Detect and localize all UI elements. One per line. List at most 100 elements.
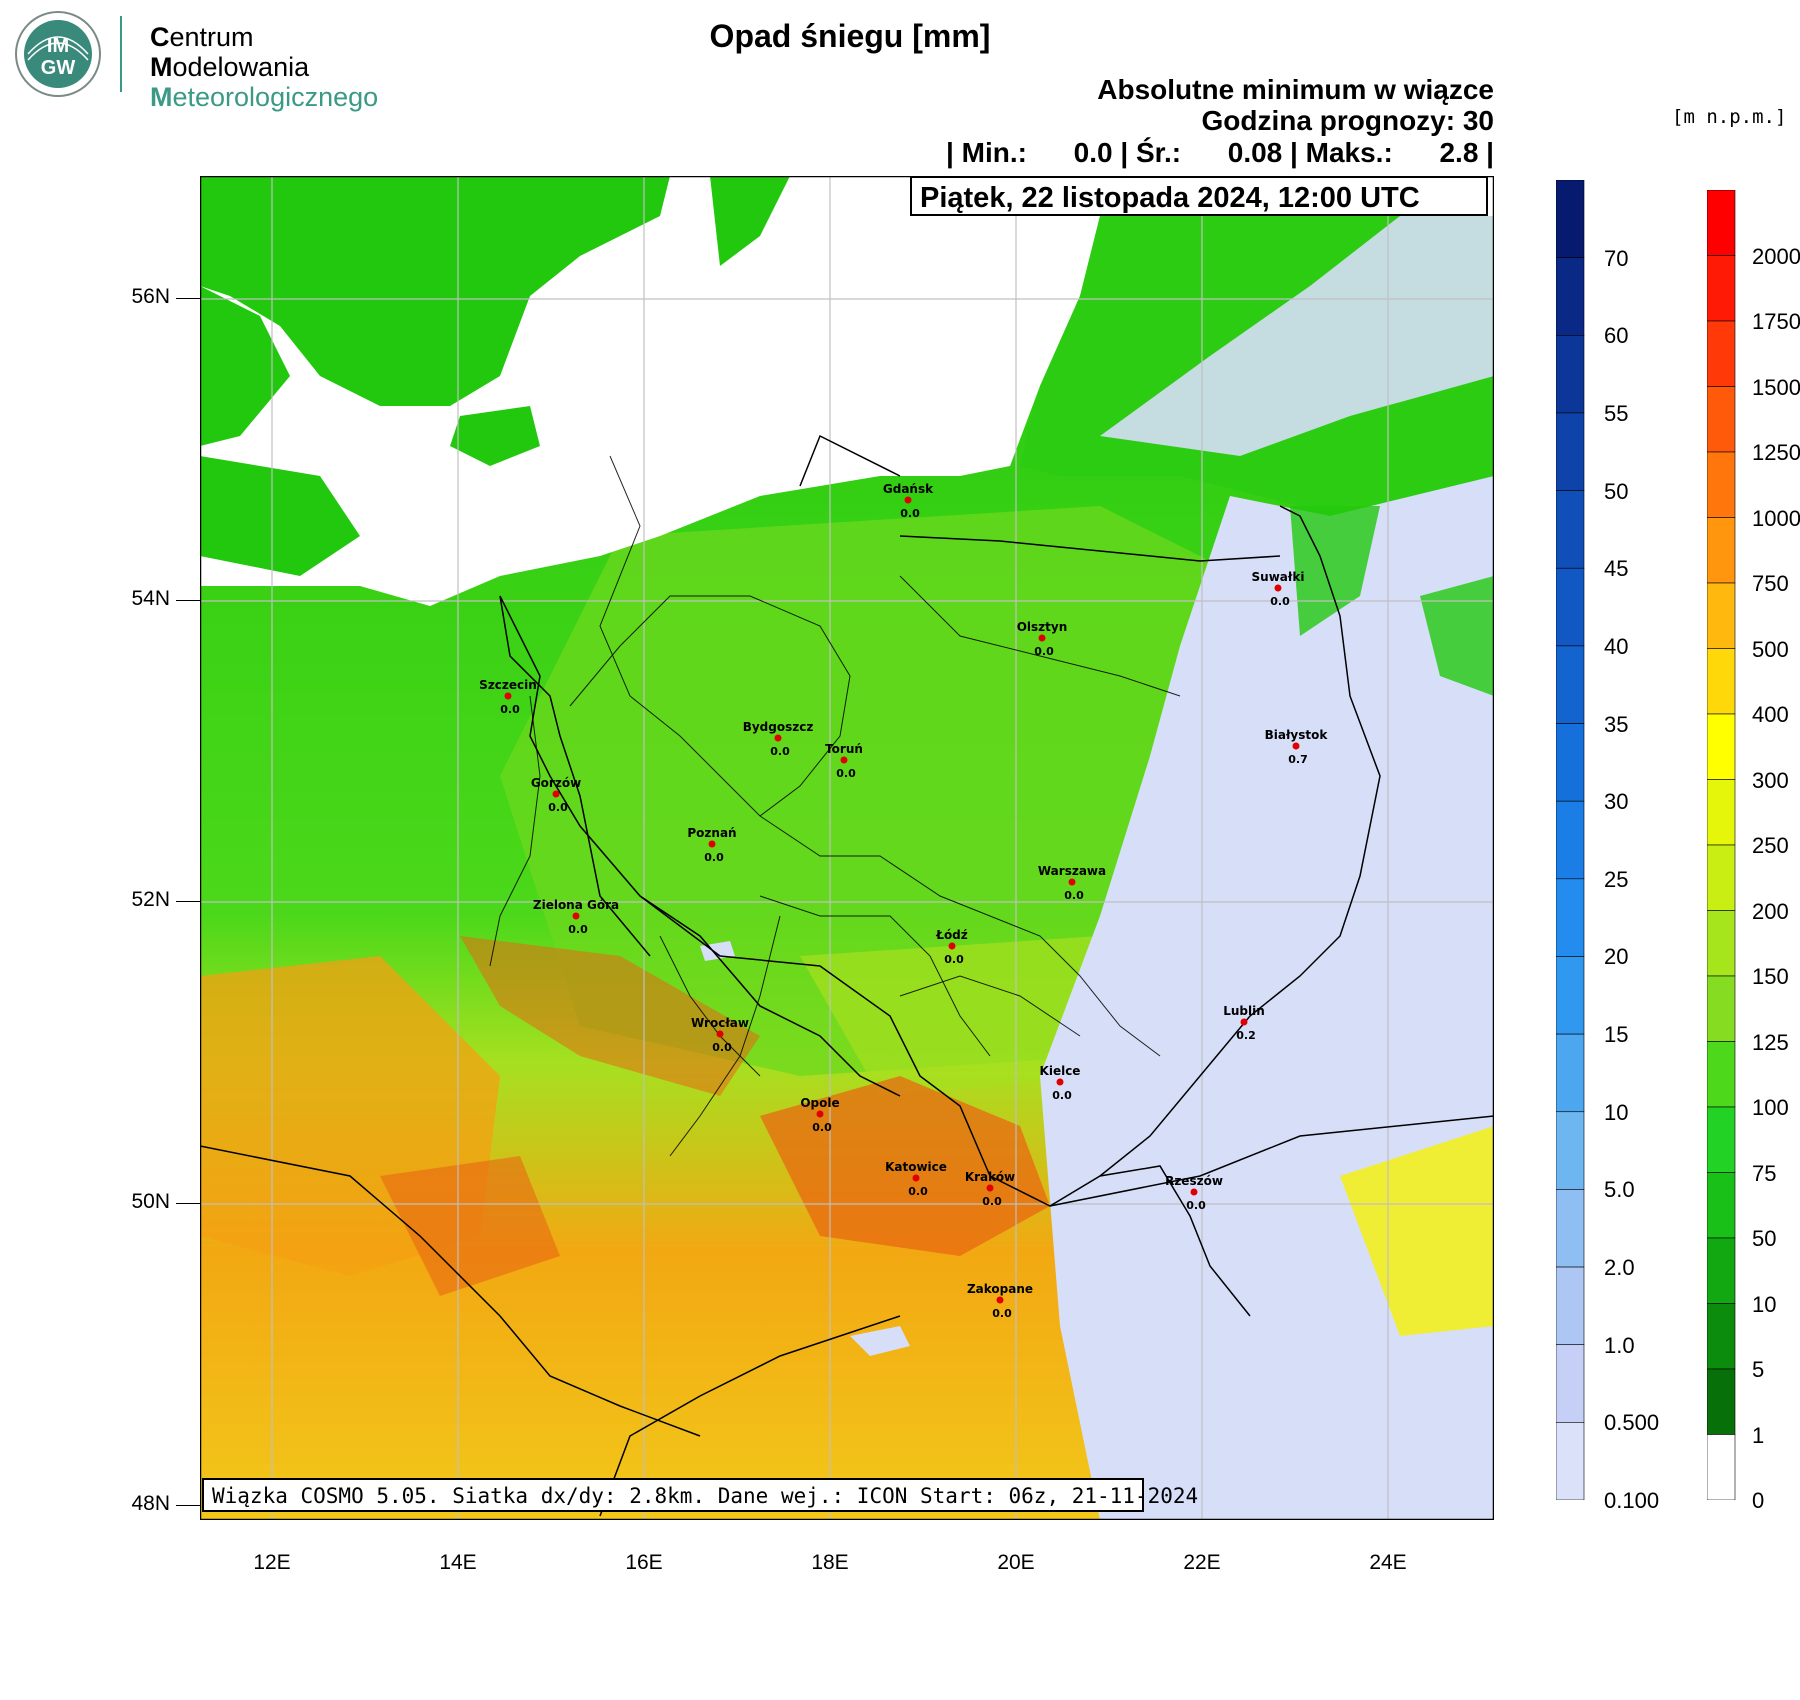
- city-snow-value: 0.0: [992, 1307, 1012, 1320]
- country-borders: [200, 434, 1494, 1517]
- city-marker: Zakopane 0.0: [967, 1282, 1033, 1320]
- city-snow-value: 0.0: [1186, 1199, 1206, 1212]
- city-dot: [552, 790, 560, 798]
- city-snow-value: 0.0: [982, 1195, 1002, 1208]
- city-marker: Kielce 0.0: [1040, 1064, 1081, 1102]
- lon-label-20e: 20E: [997, 1551, 1035, 1574]
- city-snow-value: 0.0: [836, 767, 856, 780]
- colorbar-swatch: [1556, 1189, 1585, 1268]
- city-marker: Olsztyn 0.0: [1017, 620, 1068, 658]
- colorbar-swatch: [1556, 1111, 1585, 1190]
- colorbar-swatch: [1707, 1106, 1736, 1173]
- city-name: Zielona Góra: [533, 898, 619, 912]
- lat-tick: [176, 1203, 200, 1204]
- city-snow-value: 0.0: [1270, 595, 1290, 608]
- colorbar-label: 70: [1604, 245, 1629, 271]
- snow-map: Gdańsk 0.0 Suwałki 0.0 Olsztyn 0.0 Szczecin 0.0…: [200, 176, 1494, 1520]
- colorbar-label: 75: [1752, 1160, 1777, 1186]
- colorbar-swatch: [1556, 878, 1585, 957]
- lon-label-16e: 16E: [625, 1551, 663, 1574]
- city-snow-value: 0.0: [568, 923, 588, 936]
- city-name: Lublin: [1223, 1004, 1265, 1018]
- city-snow-value: 0.0: [500, 703, 520, 716]
- voivodeship-borders: [489, 455, 1181, 1157]
- city-snow-value: 0.0: [712, 1041, 732, 1054]
- colorbar-swatch: [1707, 844, 1736, 911]
- city-marker: Wrocław 0.0: [691, 1016, 749, 1054]
- city-marker: Łódź 0.0: [935, 928, 968, 966]
- svg-text:GW: GW: [41, 57, 76, 79]
- colorbar-label: 10: [1604, 1099, 1629, 1125]
- city-snow-value: 0.0: [770, 745, 790, 758]
- city-marker: Lublin 0.2: [1223, 1004, 1265, 1042]
- colorbar-swatch: [1707, 1041, 1736, 1108]
- lat-label-50n: 50N: [131, 1190, 170, 1213]
- colorbar-label: 45: [1604, 556, 1629, 582]
- city-dot: [912, 1174, 920, 1182]
- city-layer: Gdańsk 0.0 Suwałki 0.0 Olsztyn 0.0 Szczecin 0.0…: [479, 482, 1328, 1320]
- city-marker: Toruń 0.0: [825, 742, 863, 780]
- colorbar-swatch: [1707, 713, 1736, 780]
- city-name: Wrocław: [691, 1016, 749, 1030]
- city-marker: Szczecin 0.0: [479, 678, 537, 716]
- city-name: Gorzów: [531, 776, 581, 790]
- colorbar-label: 60: [1604, 323, 1629, 349]
- colorbar-label: 50: [1604, 478, 1629, 504]
- city-snow-value: 0.0: [1064, 889, 1084, 902]
- city-name: Kraków: [965, 1170, 1015, 1184]
- colorbar-swatch: [1707, 517, 1736, 584]
- city-name: Bydgoszcz: [743, 720, 814, 734]
- colorbar-label: 500: [1752, 636, 1789, 662]
- colorbar-label: 2000: [1752, 243, 1800, 269]
- elevation-colorbar: [1707, 190, 1736, 1500]
- city-dot: [1038, 634, 1046, 642]
- colorbar-label: 750: [1752, 571, 1789, 596]
- colorbar-swatch: [1707, 190, 1736, 256]
- colorbar-label: 200: [1752, 898, 1789, 924]
- model-info-box: Wiązka COSMO 5.05. Siatka dx/dy: 2.8km. …: [202, 1478, 1198, 1512]
- city-marker: Białystok 0.7: [1265, 728, 1329, 766]
- city-dot: [774, 734, 782, 742]
- colorbar-label: 35: [1604, 711, 1629, 737]
- colorbar-label: 25: [1604, 866, 1629, 892]
- logo-initial-c: C: [150, 22, 170, 52]
- colorbar-swatch: [1556, 1033, 1585, 1113]
- lat-tick: [176, 600, 200, 601]
- lat-tick: [176, 298, 200, 299]
- colorbar-swatch: [1707, 582, 1736, 649]
- city-dot: [904, 496, 912, 504]
- subtitle-ensemble: Absolutne minimum w wiązce: [1097, 74, 1494, 105]
- city-dot: [572, 912, 580, 920]
- colorbar-label: 400: [1752, 702, 1789, 727]
- colorbar-label: 250: [1752, 833, 1789, 858]
- svg-text:IM: IM: [47, 35, 69, 57]
- city-name: Zakopane: [967, 1282, 1033, 1296]
- colorbar-swatch: [1707, 255, 1736, 322]
- city-name: Opole: [800, 1096, 839, 1110]
- colorbar-label: 1.0: [1604, 1332, 1635, 1358]
- colorbar-swatch: [1556, 257, 1585, 336]
- city-marker: Zielona Góra 0.0: [533, 898, 619, 936]
- map-grid: [200, 176, 1494, 1520]
- colorbar-label: 0.100: [1604, 1488, 1660, 1513]
- lat-label-48n: 48N: [131, 1492, 170, 1515]
- colorbar-swatch: [1707, 779, 1736, 846]
- city-dot: [840, 756, 848, 764]
- city-marker: Katowice 0.0: [885, 1160, 947, 1198]
- city-snow-value: 0.0: [548, 801, 568, 814]
- page-title: Opad śniegu [mm]: [709, 18, 991, 54]
- logo-initial-m2: M: [150, 82, 173, 112]
- colorbar-label: 55: [1604, 400, 1629, 426]
- city-name: Białystok: [1265, 728, 1329, 742]
- city-name: Rzeszów: [1165, 1174, 1223, 1188]
- snow-colorbar: [1556, 180, 1585, 1500]
- lat-label-52n: 52N: [131, 888, 170, 911]
- city-name: Poznań: [687, 826, 736, 840]
- colorbar-swatch: [1556, 1266, 1585, 1346]
- colorbar-swatch: [1556, 180, 1585, 258]
- subtitle-forecast-hour: Godzina prognozy: 30: [1201, 105, 1494, 136]
- city-snow-value: 0.2: [1236, 1029, 1256, 1042]
- lon-label-14e: 14E: [439, 1551, 477, 1574]
- colorbar-label: 10: [1752, 1291, 1777, 1317]
- city-snow-value: 0.0: [900, 507, 920, 520]
